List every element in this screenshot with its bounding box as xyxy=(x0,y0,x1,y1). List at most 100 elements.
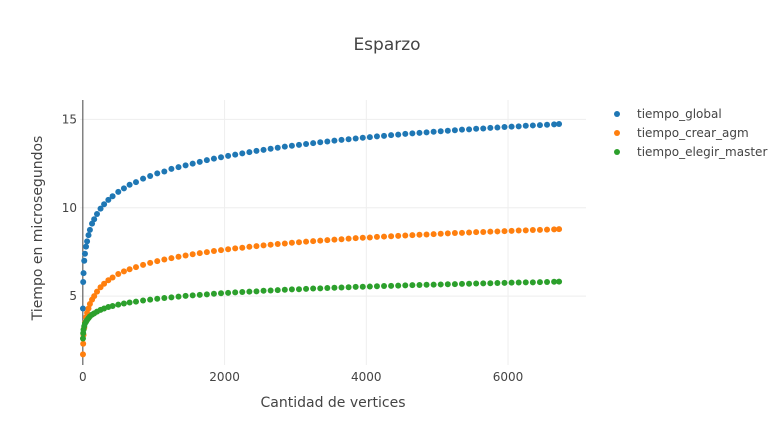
data-point xyxy=(210,290,217,297)
data-point xyxy=(84,238,91,245)
data-point xyxy=(94,210,101,217)
legend-marker xyxy=(614,149,620,155)
data-point xyxy=(529,122,536,129)
data-point xyxy=(80,270,87,277)
data-point xyxy=(466,126,473,133)
data-point xyxy=(203,249,210,256)
data-point xyxy=(115,301,122,308)
data-point xyxy=(529,279,536,286)
series-tiempo_global xyxy=(79,121,563,312)
legend-item-tiempo_elegir_master[interactable]: tiempo_elegir_master xyxy=(614,145,767,159)
legend-item-tiempo_crear_agm[interactable]: tiempo_crear_agm xyxy=(614,126,749,140)
data-point xyxy=(501,228,508,235)
data-point xyxy=(373,133,380,140)
legend-label: tiempo_elegir_master xyxy=(637,145,767,159)
data-point xyxy=(451,230,458,237)
data-point xyxy=(140,297,147,304)
data-point xyxy=(109,302,116,309)
data-point xyxy=(416,129,423,136)
data-point xyxy=(480,228,487,235)
data-point xyxy=(126,266,133,273)
data-point xyxy=(556,121,563,128)
data-point xyxy=(267,241,274,248)
data-point xyxy=(466,229,473,236)
data-point xyxy=(522,227,529,234)
data-point xyxy=(373,283,380,290)
data-point xyxy=(416,281,423,288)
data-point xyxy=(120,185,127,192)
data-point xyxy=(487,228,494,235)
data-point xyxy=(324,284,331,291)
y-axis-title: Tiempo en microsegundos xyxy=(30,136,46,322)
data-point xyxy=(536,122,543,129)
x-tick-label: 0 xyxy=(79,370,87,384)
chart-title: Esparzo xyxy=(353,35,420,55)
data-point xyxy=(487,124,494,131)
data-point xyxy=(175,293,182,300)
legend-item-tiempo_global[interactable]: tiempo_global xyxy=(614,107,722,121)
data-point xyxy=(352,283,359,290)
data-point xyxy=(430,128,437,135)
data-point xyxy=(260,242,267,249)
data-point xyxy=(480,280,487,287)
data-point xyxy=(515,279,522,286)
data-point xyxy=(494,280,501,287)
legend[interactable]: tiempo_global tiempo_crear_agm tiempo_eleg… xyxy=(614,107,767,159)
data-point xyxy=(147,172,154,179)
data-points xyxy=(79,121,563,358)
data-point xyxy=(381,132,388,139)
data-point xyxy=(310,285,317,292)
data-point xyxy=(551,278,558,285)
data-point xyxy=(161,168,168,175)
data-point xyxy=(281,143,288,150)
data-point xyxy=(395,131,402,138)
data-point xyxy=(120,268,127,275)
data-point xyxy=(140,175,147,182)
data-point xyxy=(132,298,139,305)
data-point xyxy=(331,284,338,291)
data-point xyxy=(359,134,366,141)
data-point xyxy=(140,261,147,268)
data-point xyxy=(437,128,444,135)
data-point xyxy=(338,284,345,291)
data-point xyxy=(402,232,409,239)
data-point xyxy=(105,196,112,203)
data-point xyxy=(352,135,359,142)
data-point xyxy=(331,137,338,144)
data-point xyxy=(345,136,352,143)
data-point xyxy=(338,236,345,243)
data-point xyxy=(359,283,366,290)
data-point xyxy=(253,288,260,295)
data-point xyxy=(536,279,543,286)
data-point xyxy=(239,150,246,157)
data-point xyxy=(366,234,373,241)
data-point xyxy=(168,165,175,172)
data-point xyxy=(317,139,324,146)
data-point xyxy=(331,236,338,243)
data-point xyxy=(345,284,352,291)
x-tick-label: 2000 xyxy=(209,370,240,384)
data-point xyxy=(536,226,543,233)
data-point xyxy=(147,296,154,303)
data-point xyxy=(274,240,281,247)
data-point xyxy=(246,288,253,295)
data-point xyxy=(366,134,373,141)
data-point xyxy=(508,227,515,234)
data-point xyxy=(91,216,98,223)
data-point xyxy=(295,239,302,246)
data-point xyxy=(168,294,175,301)
data-point xyxy=(423,281,430,288)
data-point xyxy=(409,282,416,289)
data-point xyxy=(126,181,133,188)
data-point xyxy=(310,140,317,147)
data-point xyxy=(196,291,203,298)
legend-marker xyxy=(614,111,620,117)
data-point xyxy=(458,126,465,133)
data-point xyxy=(161,256,168,263)
data-point xyxy=(466,280,473,287)
data-point xyxy=(120,300,127,307)
data-point xyxy=(274,287,281,294)
data-point xyxy=(182,292,189,299)
data-point xyxy=(225,152,232,159)
